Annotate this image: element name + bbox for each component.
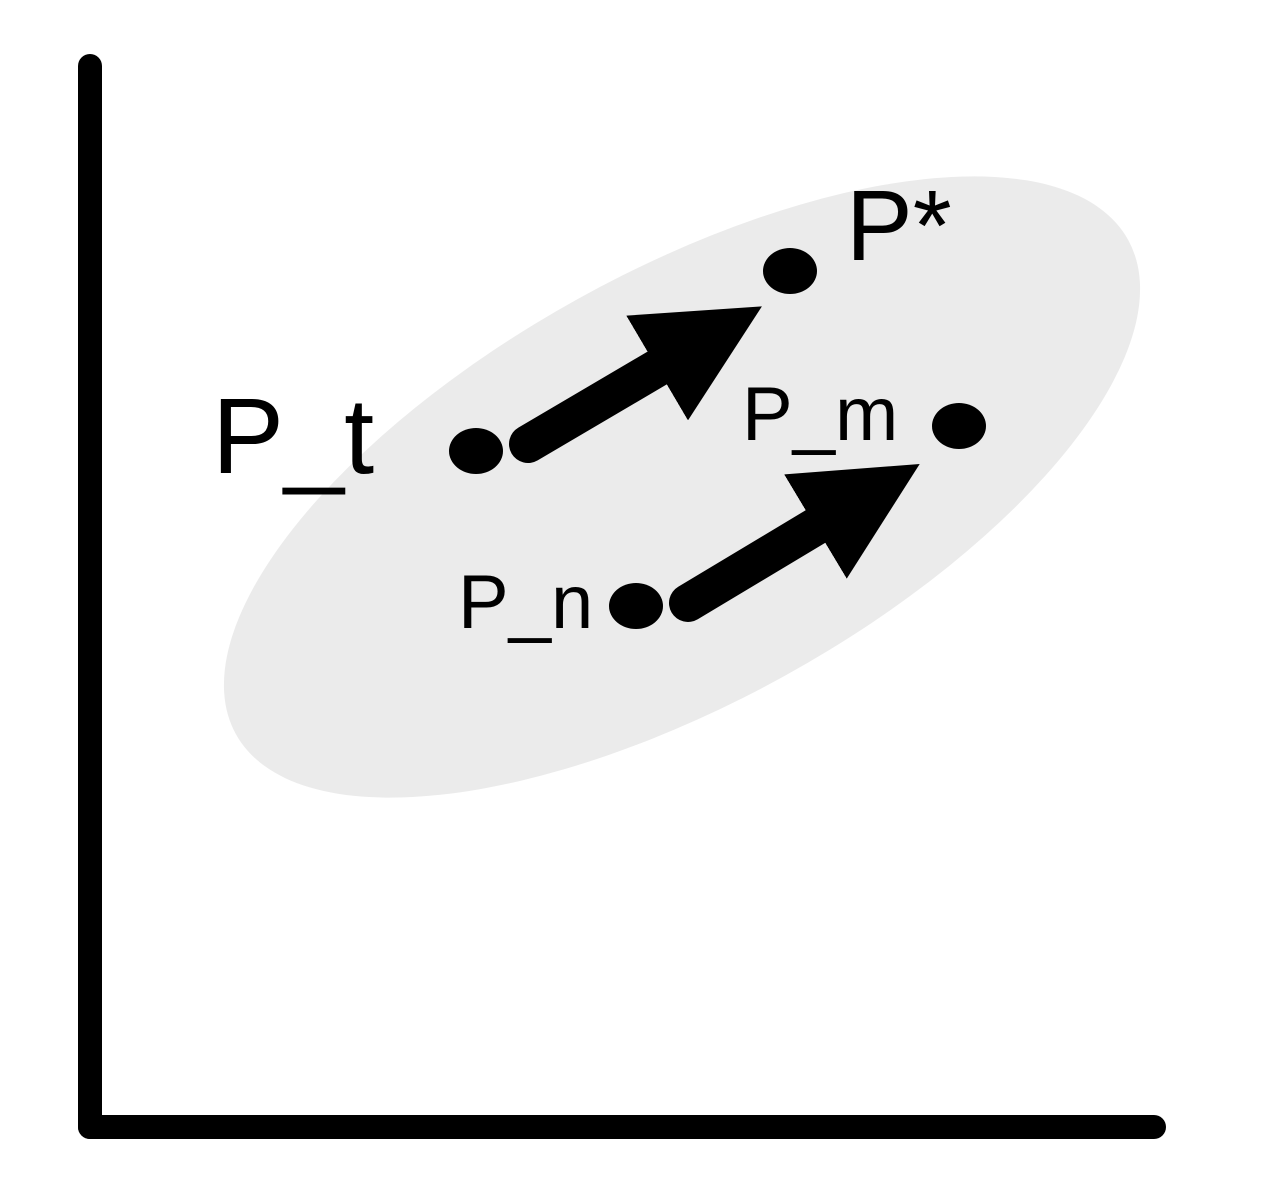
point-p-star [763, 248, 817, 294]
arrow-p-t-to-p-star [509, 306, 762, 463]
feasible-region-ellipse [223, 176, 1141, 798]
point-p-n [609, 583, 663, 629]
label-p-t: P_t [212, 375, 374, 496]
label-p-n: P_n [458, 560, 593, 645]
label-p-m: P_m [742, 372, 898, 457]
arrow-p-n-to-p-m [669, 463, 920, 622]
point-p-t [449, 428, 503, 474]
label-p-star: P* [846, 170, 952, 282]
point-p-m [932, 403, 986, 449]
